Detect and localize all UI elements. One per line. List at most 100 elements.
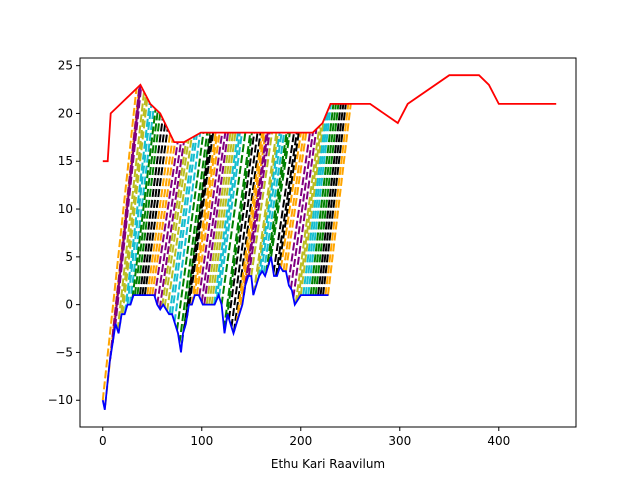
- fill-line: [267, 132, 290, 265]
- x-tick-label: 200: [289, 434, 312, 448]
- fill-line: [173, 132, 202, 323]
- fill-line: [218, 132, 244, 297]
- fill-line: [171, 134, 198, 315]
- fill-line: [215, 132, 241, 300]
- fill-line: [193, 132, 219, 297]
- fill-line: [148, 138, 174, 296]
- fill-line: [255, 132, 279, 286]
- fill-line: [188, 132, 215, 305]
- fill-line: [121, 98, 149, 315]
- x-axis-ticks: 0 100 200 300 400: [99, 427, 510, 448]
- fill-line: [262, 132, 286, 274]
- y-axis-ticks: −10 −5 0 5 10 15 20 25: [48, 59, 80, 407]
- fill-line: [225, 132, 253, 321]
- fill-line: [146, 133, 172, 296]
- x-tick-label: 100: [190, 434, 213, 448]
- fill-line: [294, 125, 321, 304]
- fill-line: [257, 132, 281, 278]
- fill-line: [153, 141, 179, 297]
- fill-line: [299, 120, 325, 296]
- fill-line: [198, 132, 224, 297]
- fill-line: [297, 123, 323, 300]
- upper-envelope-line: [102, 74, 557, 163]
- fill-line: [161, 140, 188, 307]
- x-axis-label: Ethu Kari Raavilum: [271, 457, 385, 471]
- fill-line: [101, 88, 138, 401]
- fill-line: [237, 132, 265, 316]
- fill-line: [126, 104, 153, 305]
- fill-line: [190, 132, 217, 305]
- fill-line: [141, 123, 167, 296]
- fill-line: [317, 103, 342, 296]
- fill-line: [292, 128, 318, 298]
- y-tick-label: −10: [48, 393, 73, 407]
- fill-line: [205, 132, 232, 305]
- fill-line: [156, 141, 182, 305]
- y-tick-label: 25: [58, 59, 73, 73]
- fill-line: [158, 141, 185, 309]
- fill-line: [168, 136, 196, 315]
- fill-line: [327, 103, 352, 296]
- y-tick-label: 10: [58, 202, 73, 216]
- fill-line: [252, 132, 278, 294]
- fill-line: [133, 110, 159, 296]
- fill-line: [195, 132, 221, 296]
- fill-line: [245, 132, 269, 283]
- fill-line: [319, 103, 345, 296]
- envelope-lines: [101, 74, 557, 410]
- fill-line: [284, 132, 308, 272]
- fill-line: [228, 132, 256, 320]
- fill-line: [247, 132, 271, 277]
- fill-line: [163, 139, 190, 308]
- x-tick-label: 0: [99, 434, 107, 448]
- fill-line: [131, 108, 157, 299]
- fill-line: [289, 132, 314, 289]
- fill-line: [275, 132, 298, 277]
- fill-line: [309, 103, 335, 296]
- fill-line: [210, 132, 237, 305]
- fill-line: [282, 132, 305, 272]
- fill-line: [176, 132, 205, 331]
- fill-line: [302, 114, 328, 296]
- fill-line: [208, 132, 234, 305]
- y-tick-label: −5: [55, 345, 73, 359]
- fill-line: [124, 102, 151, 313]
- fill-line: [277, 132, 300, 272]
- fill-line: [272, 132, 295, 273]
- y-tick-label: 0: [65, 298, 73, 312]
- fill-line: [143, 128, 169, 296]
- plot-frame: [79, 57, 577, 428]
- fill-line: [203, 132, 229, 305]
- fill-line: [232, 132, 262, 332]
- fill-line: [307, 103, 332, 296]
- fill-line: [265, 132, 288, 273]
- fill-line: [166, 137, 193, 312]
- fill-line: [250, 132, 274, 277]
- fill-line: [200, 132, 227, 303]
- x-tick-label: 400: [487, 434, 510, 448]
- fill-line: [314, 103, 340, 296]
- fill-line: [116, 91, 146, 331]
- y-tick-label: 5: [65, 250, 73, 264]
- fill-line: [119, 95, 147, 324]
- fill-lines: [101, 84, 352, 406]
- y-tick-label: 20: [58, 106, 73, 120]
- fill-line: [322, 103, 347, 296]
- fill-line: [270, 132, 291, 257]
- fill-line: [151, 141, 177, 296]
- fill-line: [235, 132, 264, 324]
- fill-line: [279, 132, 302, 269]
- fill-line: [213, 132, 239, 305]
- fill-line: [304, 108, 330, 296]
- fill-line: [260, 132, 283, 273]
- fill-line: [114, 86, 143, 328]
- fill-line: [312, 103, 337, 296]
- fill-line: [138, 118, 164, 296]
- fill-line: [178, 132, 209, 344]
- y-tick-label: 15: [58, 154, 73, 168]
- fill-line: [287, 132, 311, 284]
- fill-line: [220, 132, 247, 305]
- fill-line: [129, 107, 155, 305]
- lower-envelope-line: [101, 256, 329, 410]
